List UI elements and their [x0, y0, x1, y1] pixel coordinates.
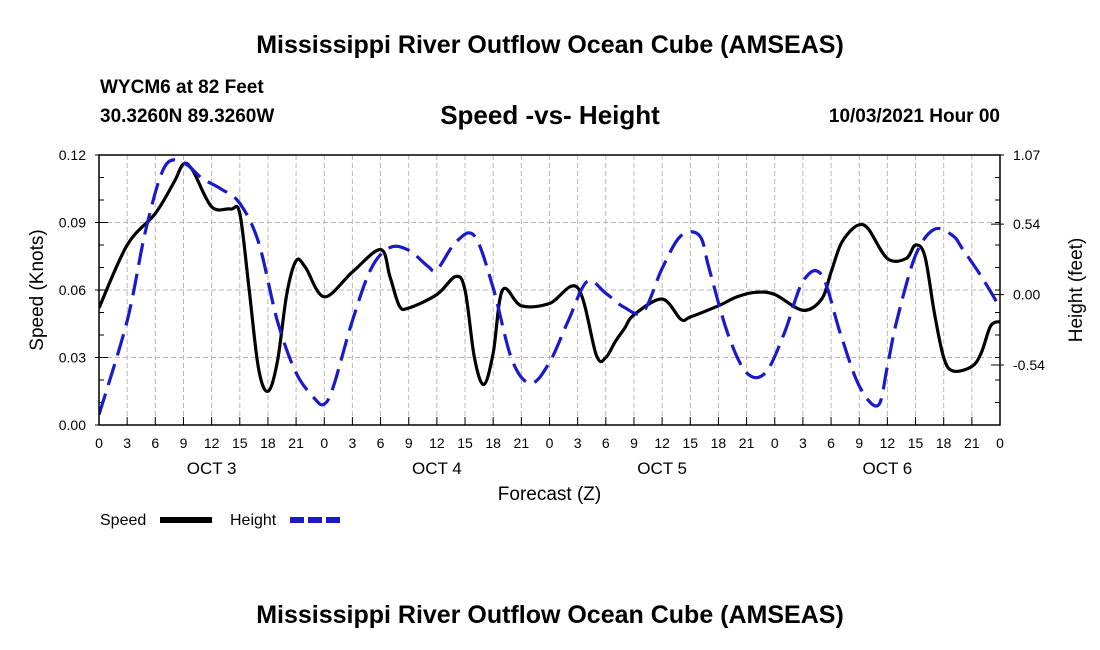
y-tick-label: 0.06 — [59, 282, 86, 298]
y2-tick-label: -0.54 — [1013, 357, 1045, 373]
x-tick-label: 9 — [405, 435, 413, 451]
x-tick-label: 9 — [180, 435, 188, 451]
x-tick-label: 0 — [320, 435, 328, 451]
x-tick-label: 0 — [546, 435, 554, 451]
x-tick-label: 15 — [457, 435, 473, 451]
x-tick-label: 21 — [514, 435, 530, 451]
x-tick-label: 3 — [799, 435, 807, 451]
x-tick-label: 6 — [827, 435, 835, 451]
x-tick-label: 18 — [485, 435, 501, 451]
x-tick-label: 21 — [288, 435, 304, 451]
x-tick-label: 15 — [908, 435, 924, 451]
x-tick-label: 6 — [602, 435, 610, 451]
x-tick-label: 0 — [996, 435, 1004, 451]
day-label: OCT 4 — [412, 459, 462, 478]
x-tick-label: 12 — [654, 435, 670, 451]
day-label: OCT 3 — [187, 459, 237, 478]
x-tick-label: 21 — [739, 435, 755, 451]
day-label: OCT 5 — [637, 459, 687, 478]
y2-axis-title: Height (feet) — [1066, 238, 1087, 343]
x-tick-label: 6 — [151, 435, 159, 451]
forecast-datetime: 10/03/2021 Hour 00 — [828, 106, 1000, 127]
x-tick-label: 3 — [574, 435, 582, 451]
x-tick-label: 12 — [429, 435, 445, 451]
top-title: Mississippi River Outflow Ocean Cube (AM… — [256, 31, 844, 59]
x-tick-label: 18 — [936, 435, 952, 451]
x-tick-label: 0 — [95, 435, 103, 451]
x-tick-label: 3 — [349, 435, 357, 451]
x-tick-label: 18 — [260, 435, 276, 451]
day-label: OCT 6 — [862, 459, 912, 478]
x-tick-label: 0 — [771, 435, 779, 451]
x-tick-label: 9 — [630, 435, 638, 451]
x-tick-label: 12 — [204, 435, 220, 451]
x-tick-label: 9 — [855, 435, 863, 451]
speed-series-line — [99, 161, 1000, 393]
bottom-title: Mississippi River Outflow Ocean Cube (AM… — [256, 601, 844, 629]
x-tick-label: 12 — [880, 435, 896, 451]
station-label: WYCM6 at 82 Feet — [100, 77, 264, 98]
x-axis-title: Forecast (Z) — [498, 484, 601, 505]
x-tick-label: 15 — [232, 435, 248, 451]
y2-tick-label: 0.54 — [1013, 216, 1040, 232]
x-tick-label: 15 — [682, 435, 698, 451]
y-tick-label: 0.00 — [59, 417, 86, 433]
plot-frame — [98, 154, 1001, 426]
x-tick-label: 18 — [711, 435, 727, 451]
y-axis-title: Speed (Knots) — [27, 229, 48, 350]
y2-tick-label: 0.00 — [1013, 287, 1040, 303]
y-tick-label: 0.03 — [59, 350, 86, 366]
x-tick-label: 3 — [123, 435, 131, 451]
chart-subtitle: Speed -vs- Height — [440, 100, 660, 130]
y2-tick-label: 1.07 — [1013, 147, 1040, 163]
x-tick-label: 6 — [377, 435, 385, 451]
y-tick-label: 0.12 — [59, 147, 86, 163]
x-tick-label: 21 — [964, 435, 980, 451]
legend-label-speed: Speed — [100, 512, 146, 529]
coordinates-label: 30.3260N 89.3260W — [100, 106, 275, 127]
y-tick-label: 0.09 — [59, 215, 86, 231]
legend-label-height: Height — [230, 512, 277, 529]
